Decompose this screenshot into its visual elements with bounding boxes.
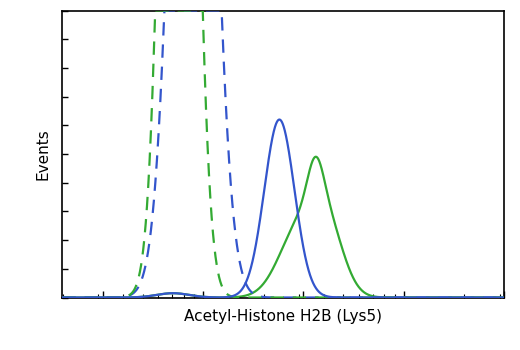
- X-axis label: Acetyl-Histone H2B (Lys5): Acetyl-Histone H2B (Lys5): [185, 309, 382, 324]
- Y-axis label: Events: Events: [35, 128, 50, 180]
